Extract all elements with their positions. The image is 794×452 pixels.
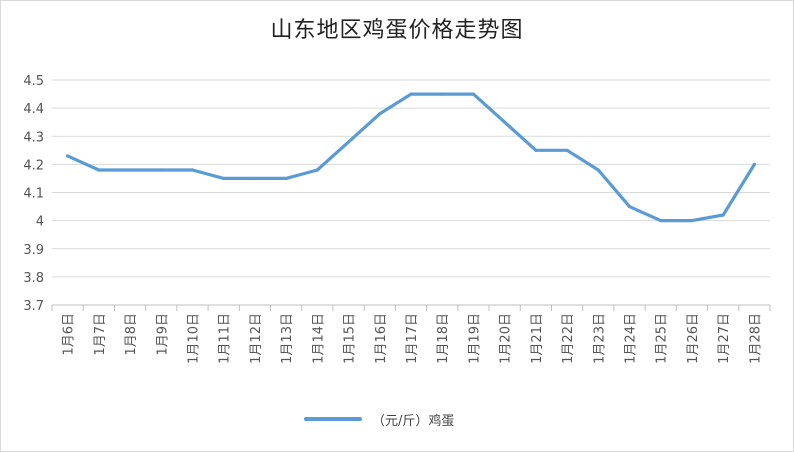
x-tick-label: 1月22日: [561, 313, 576, 364]
x-tick-label: 1月27日: [717, 313, 732, 364]
legend-series-label: （元/斤）鸡蛋: [372, 413, 455, 429]
x-tick-label: 1月19日: [467, 313, 482, 364]
data-point: [503, 120, 507, 124]
x-tick-label: 1月21日: [530, 313, 545, 364]
x-tick-label: 1月10日: [186, 313, 201, 364]
data-point: [97, 168, 101, 172]
data-point: [440, 92, 444, 96]
data-point: [471, 92, 476, 96]
data-point: [596, 168, 600, 172]
data-point: [565, 148, 569, 152]
data-point: [159, 168, 163, 172]
x-tick-label: 1月8日: [124, 313, 139, 356]
x-tick-label: 1月24日: [624, 313, 639, 364]
x-tick-label: 1月28日: [748, 313, 763, 364]
data-point: [284, 176, 288, 181]
y-tick-label: 3.8: [23, 271, 44, 286]
y-tick-label: 4.5: [23, 74, 44, 89]
y-tick-label: 4.1: [23, 187, 44, 202]
x-tick-label: 1月17日: [405, 313, 420, 364]
data-point: [222, 176, 226, 181]
x-tick-label: 1月20日: [499, 313, 514, 364]
x-tick-label: 1月14日: [311, 313, 326, 364]
data-point: [346, 140, 351, 144]
x-tick-label: 1月15日: [343, 313, 358, 364]
x-tick-label: 1月16日: [374, 313, 389, 364]
legend-series-swatch: [304, 417, 362, 421]
y-tick-label: 3.9: [23, 243, 44, 258]
data-point: [409, 92, 413, 96]
data-point: [752, 162, 756, 166]
x-tick-label: 1月23日: [592, 313, 607, 364]
y-tick-label: 4.3: [23, 130, 44, 145]
data-point: [190, 168, 195, 172]
data-point: [721, 213, 725, 217]
y-tick-label: 4.2: [23, 158, 44, 173]
data-point: [534, 148, 538, 152]
x-tick-label: 1月25日: [655, 313, 670, 364]
x-tick-label: 1月6日: [62, 313, 77, 356]
data-point: [66, 154, 70, 158]
x-tick-label: 1月7日: [93, 313, 108, 356]
data-point: [253, 176, 257, 181]
x-tick-label: 1月12日: [249, 313, 264, 364]
data-point: [315, 168, 319, 172]
x-tick-label: 1月18日: [436, 313, 451, 364]
y-tick-label: 4.4: [23, 102, 44, 117]
data-point: [378, 112, 382, 116]
legend: （元/斤）鸡蛋: [304, 408, 454, 430]
chart-title: 山东地区鸡蛋价格走势图: [270, 18, 524, 43]
x-tick-label: 1月9日: [155, 313, 170, 356]
y-tick-label: 4: [36, 215, 44, 230]
x-tick-label: 1月13日: [280, 313, 295, 364]
data-point: [627, 204, 632, 209]
series-line: [65, 92, 757, 223]
x-tick-label: 1月11日: [218, 313, 233, 364]
x-tick-label: 1月26日: [686, 313, 701, 364]
data-point: [690, 219, 694, 223]
data-point: [128, 168, 132, 172]
y-tick-label: 3.7: [23, 299, 44, 314]
data-point: [659, 219, 663, 223]
